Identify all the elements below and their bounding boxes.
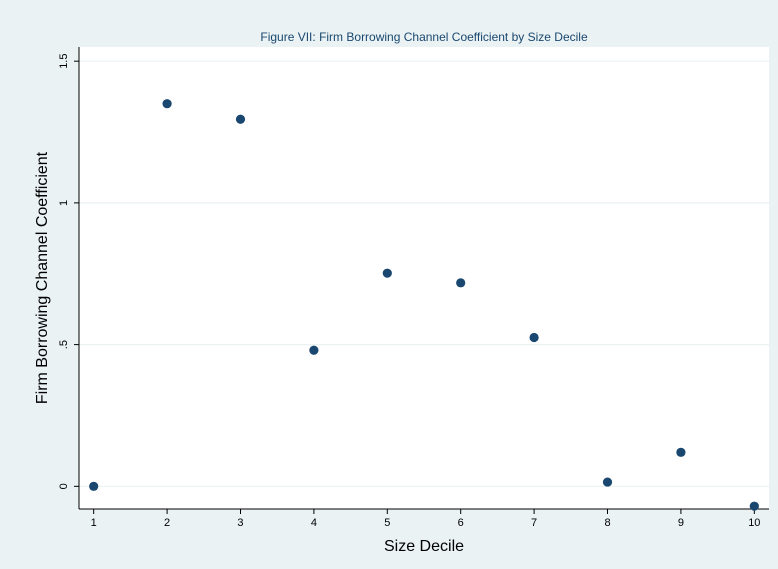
data-point [89, 481, 99, 491]
data-point [382, 268, 392, 278]
x-axis-title: Size Decile [384, 538, 464, 555]
gridlines [79, 60, 769, 487]
data-point [676, 447, 686, 457]
data-point [529, 332, 539, 343]
plot-area [79, 47, 769, 509]
y-axis-title: Firm Borrowing Channel Coefficient [34, 151, 51, 404]
ticks: 0 .5 1 1.5 1 2 3 4 5 6 7 8 9 10 [58, 54, 760, 529]
x-tick-label: 3 [237, 517, 243, 529]
x-tick-label: 4 [311, 517, 317, 529]
data-point [309, 345, 319, 355]
data-point [749, 501, 759, 511]
x-tick-label: 10 [748, 517, 760, 529]
chart-title: Figure VII: Firm Borrowing Channel Coeff… [260, 30, 588, 44]
x-tick-label: 9 [678, 517, 684, 529]
y-tick-label: 1.5 [58, 54, 70, 69]
data-point [162, 99, 172, 109]
data-point [602, 477, 613, 487]
x-tick-label: 5 [384, 517, 390, 529]
y-tick-label: .5 [58, 340, 70, 349]
data-point [235, 114, 246, 124]
data-point [456, 278, 466, 288]
x-tick-label: 6 [458, 517, 464, 529]
y-tick-label: 0 [58, 483, 70, 489]
x-tick-label: 1 [91, 517, 97, 529]
data-points [89, 99, 759, 511]
x-tick-label: 8 [604, 517, 610, 529]
y-tick-label: 1 [58, 200, 70, 206]
x-tick-label: 7 [531, 517, 537, 529]
x-tick-label: 2 [164, 517, 170, 529]
